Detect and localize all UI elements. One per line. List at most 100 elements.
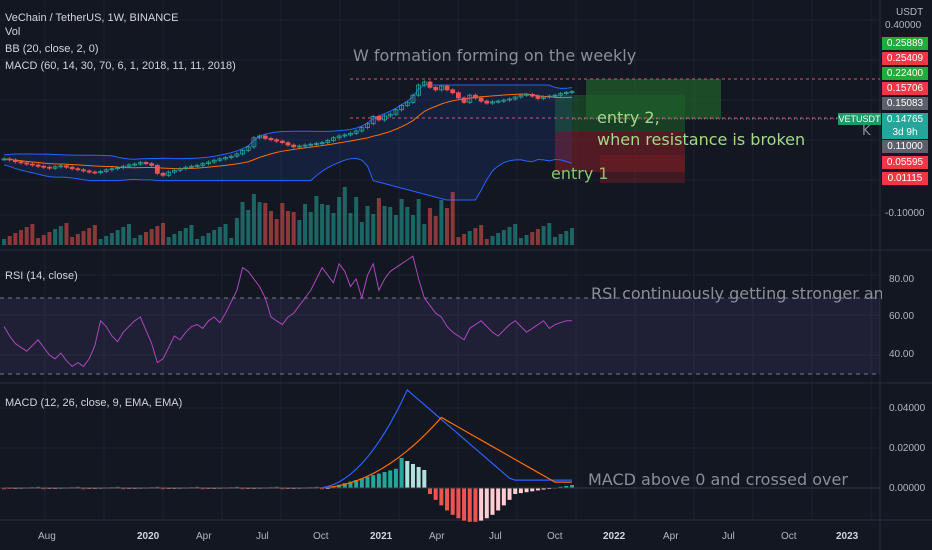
candle xyxy=(495,100,501,103)
candle xyxy=(166,171,172,176)
volume-bar xyxy=(223,224,228,245)
candle xyxy=(228,155,234,159)
volume-bar xyxy=(291,212,296,245)
macd-histogram-bar xyxy=(399,458,404,488)
volume-bar xyxy=(348,213,353,245)
volume-bar xyxy=(251,194,256,245)
price-tag: 0.01115 xyxy=(882,172,928,185)
volume-bar xyxy=(473,228,478,245)
macd-overlay-legend: MACD (60, 14, 30, 70, 6, 1, 2018, 11, 11… xyxy=(5,60,236,72)
candle xyxy=(558,93,564,96)
macd-histogram-bar xyxy=(428,488,432,494)
volume-bar xyxy=(178,231,183,245)
macd-histogram-bar xyxy=(371,475,376,488)
bb-legend: BB (20, close, 2, 0) xyxy=(5,43,99,55)
candle xyxy=(467,94,473,103)
candle xyxy=(1,158,7,161)
volume-bar xyxy=(416,199,421,245)
macd-histogram-bar xyxy=(393,468,398,488)
candle xyxy=(58,165,64,168)
volume-bar xyxy=(87,228,92,245)
macd-histogram-bar xyxy=(456,488,461,519)
candle xyxy=(217,158,223,161)
candle xyxy=(444,85,450,91)
k-note: K xyxy=(862,124,871,139)
price-tag: 0.25889 xyxy=(882,37,928,50)
entry2-note: entry 2, xyxy=(597,108,660,127)
volume-bar xyxy=(144,232,148,245)
volume-bar xyxy=(422,224,427,245)
price-unit: USDT xyxy=(896,7,924,18)
time-tick: 2023 xyxy=(836,531,859,542)
macd-histogram-bar xyxy=(558,486,563,488)
price-tag: 0.11000 xyxy=(882,140,928,153)
volume-bar xyxy=(155,226,160,245)
candle xyxy=(149,163,155,166)
volume-bar xyxy=(524,235,529,245)
time-tick: Jul xyxy=(722,531,735,542)
time-tick: 2022 xyxy=(603,531,626,542)
volume-bar xyxy=(479,225,484,245)
macd-histogram-bar xyxy=(422,470,427,488)
volume-bar xyxy=(24,227,29,245)
volume-bar xyxy=(490,236,495,245)
candle xyxy=(64,165,69,168)
macd-tick: 0.00000 xyxy=(889,483,926,494)
volume-bar xyxy=(229,238,234,245)
candle xyxy=(75,168,81,171)
macd-histogram-bar xyxy=(496,488,501,511)
volume-bar xyxy=(530,232,535,245)
price-tag: 0.22400 xyxy=(882,67,928,80)
volume-bar xyxy=(456,237,461,245)
candle xyxy=(535,95,541,99)
price-tick-bottom: -0.10000 xyxy=(885,208,925,219)
candle xyxy=(308,143,314,146)
macd-tick: 0.02000 xyxy=(889,443,926,454)
volume-bar xyxy=(428,208,432,245)
candle xyxy=(29,163,35,166)
volume-bar xyxy=(195,239,200,245)
macd-histogram-bar xyxy=(479,488,484,521)
candle xyxy=(291,144,297,148)
time-tick: Apr xyxy=(196,531,212,542)
time-tick: Apr xyxy=(429,531,445,542)
price-tag: 0.25409 xyxy=(882,52,928,65)
time-tick: Oct xyxy=(781,531,797,542)
candle xyxy=(365,123,370,129)
volume-bar xyxy=(47,232,52,245)
volume-bar xyxy=(13,233,18,245)
rsi-tick: 80.00 xyxy=(889,274,915,285)
macd-histogram-bar xyxy=(416,467,421,488)
volume-bar xyxy=(354,197,359,245)
stop-zone xyxy=(600,155,685,183)
candle xyxy=(490,101,495,104)
volume-bar xyxy=(149,229,154,245)
volume-bar xyxy=(64,223,69,245)
candle xyxy=(427,81,433,88)
macd-histogram-bar xyxy=(524,488,529,493)
target-zone xyxy=(555,95,685,132)
candle xyxy=(177,168,183,171)
price-tag: 0.15083 xyxy=(882,97,928,110)
candle xyxy=(524,93,529,96)
candle xyxy=(410,94,416,103)
price-tick-top: 0.40000 xyxy=(885,20,922,31)
macd-histogram-bar xyxy=(541,488,546,490)
rsi-band xyxy=(0,298,880,374)
candle xyxy=(245,146,251,151)
volume-bar xyxy=(246,210,251,245)
symbol-legend: VeChain / TetherUS, 1W, BINANCE xyxy=(5,12,179,24)
volume-bar xyxy=(70,237,75,245)
candle xyxy=(115,167,120,170)
current-symbol-tag: VETUSDT xyxy=(838,113,881,125)
candle xyxy=(359,127,365,132)
rsi-tick: 60.00 xyxy=(889,311,915,322)
volume-bar xyxy=(189,225,194,245)
bollinger-upper xyxy=(3,84,573,160)
candle xyxy=(126,164,132,167)
candle xyxy=(455,92,461,99)
macd-histogram-bar xyxy=(445,488,450,511)
candle xyxy=(546,95,552,98)
candle xyxy=(512,96,518,100)
